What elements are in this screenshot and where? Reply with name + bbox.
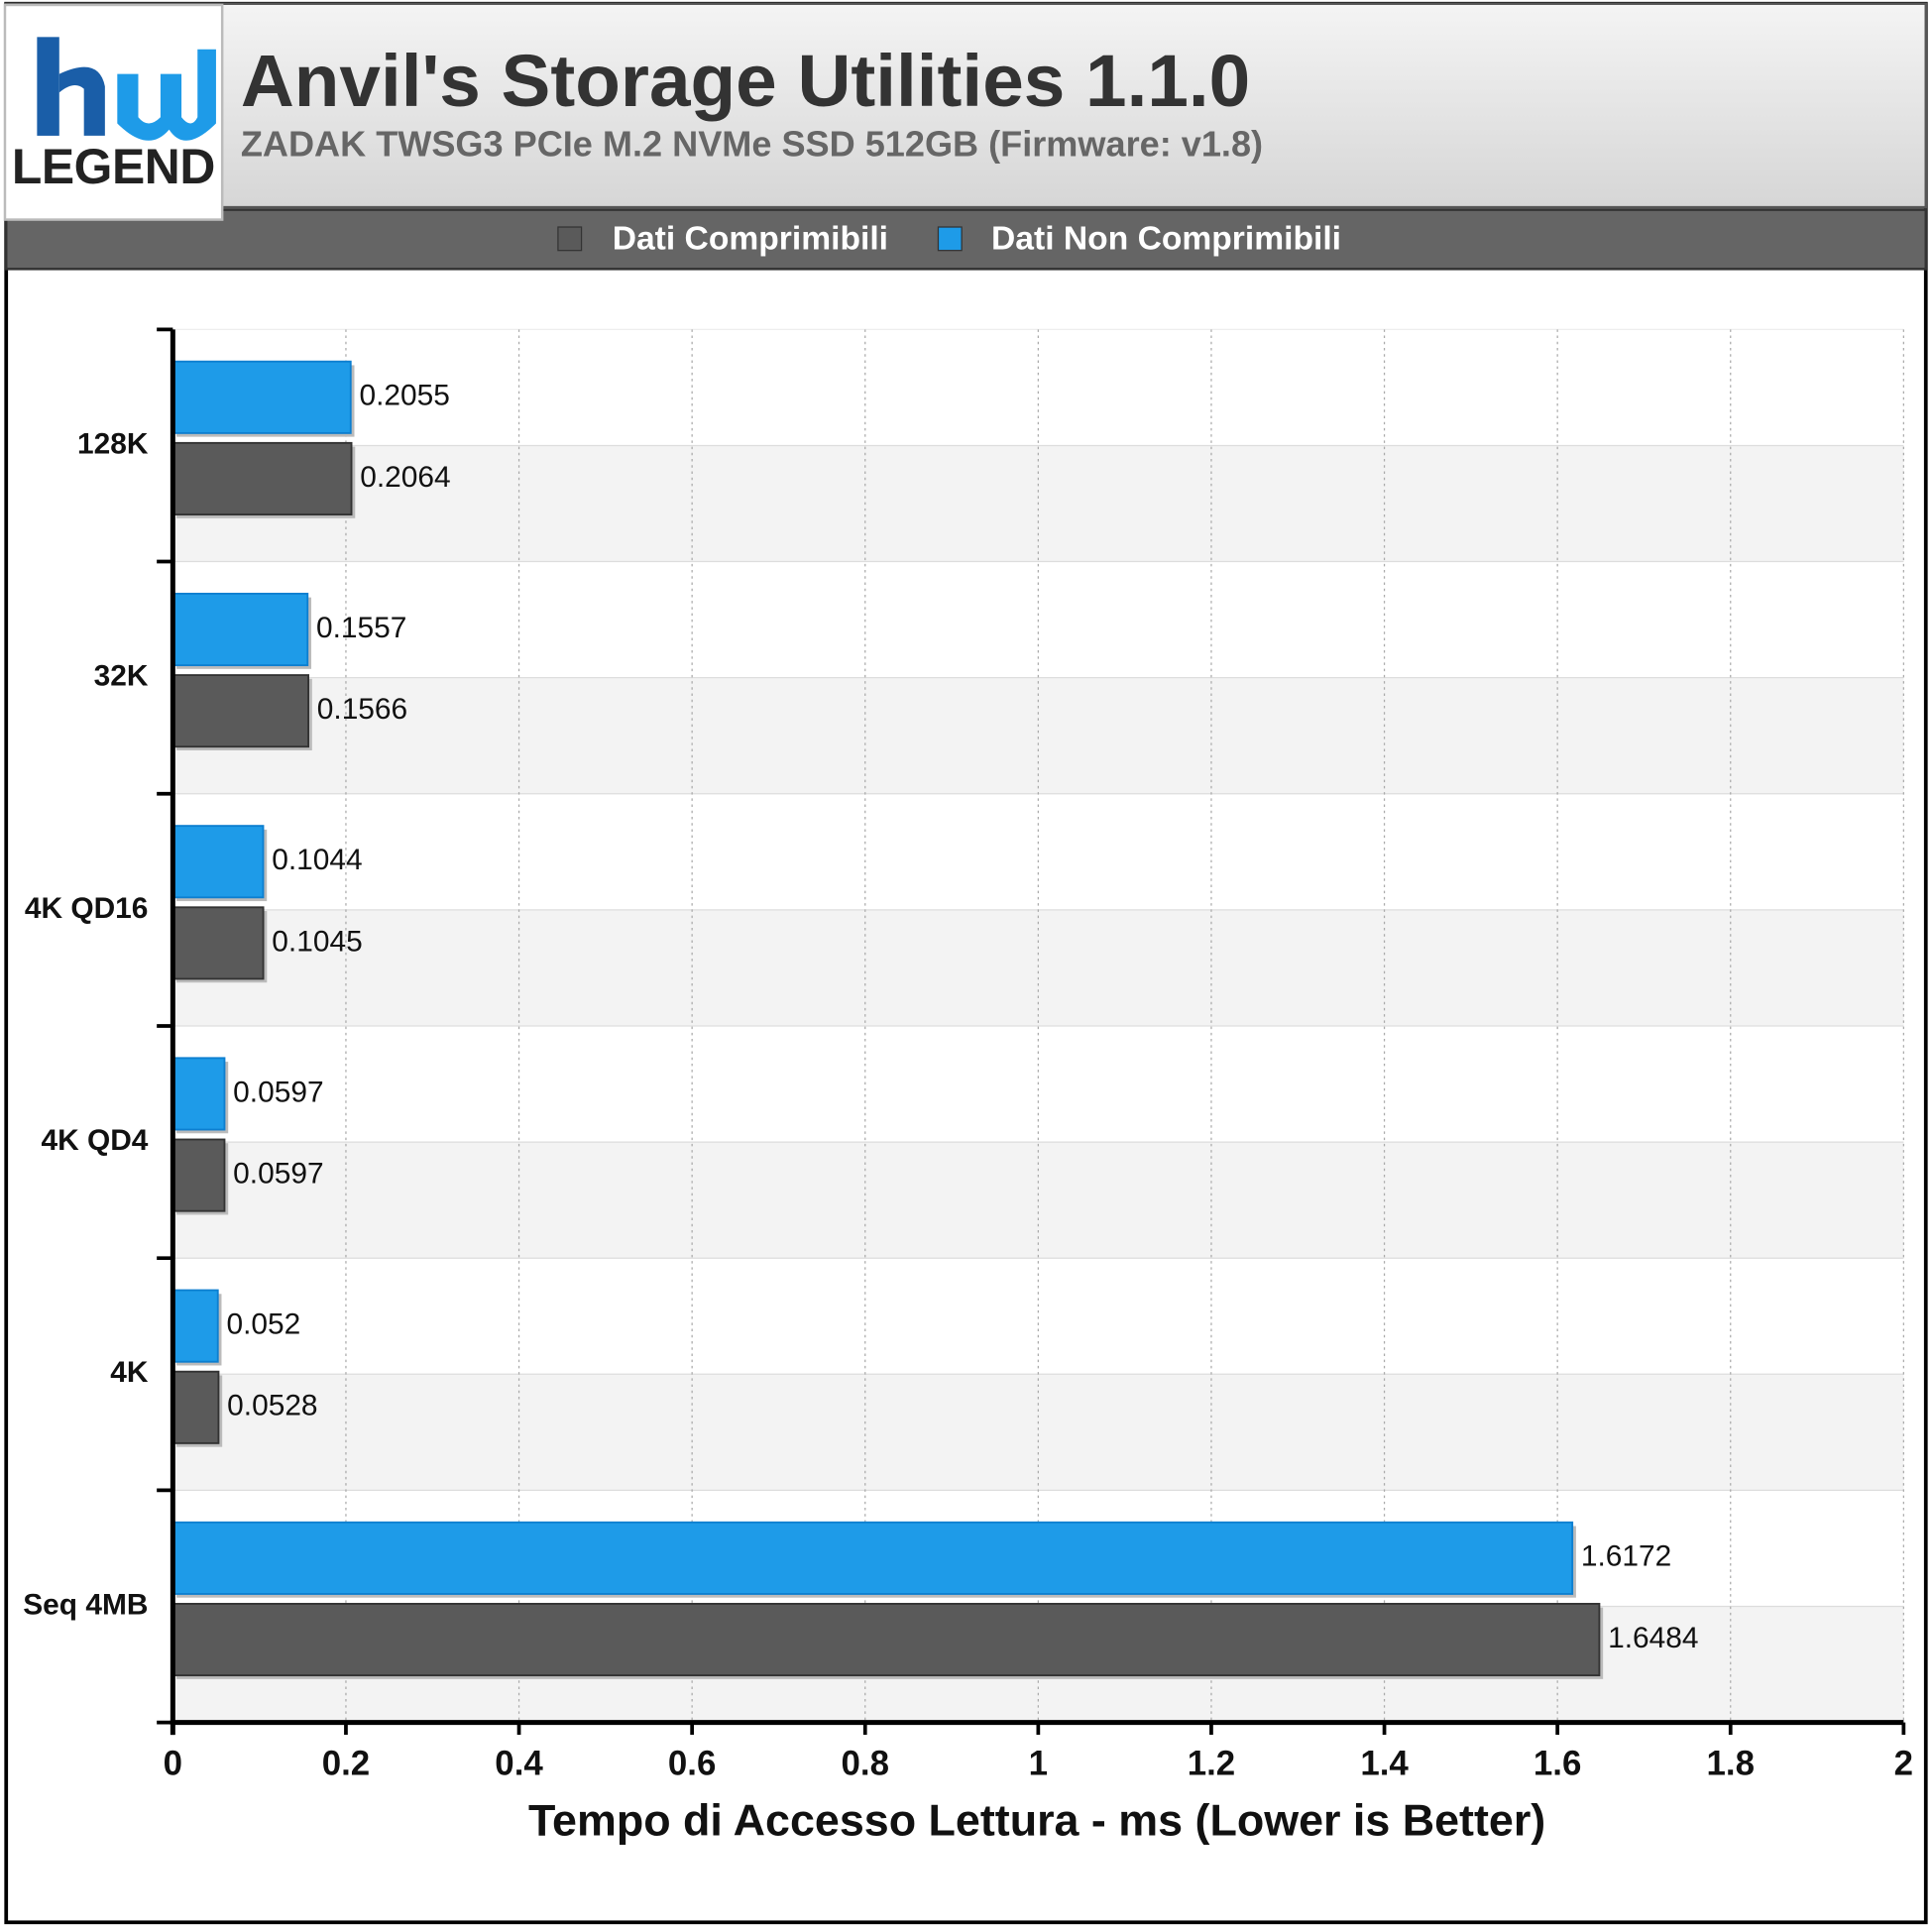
value-label: 0.0597 [233,1157,323,1190]
logo-text: LEGEND [12,139,215,194]
value-label: 0.2064 [360,461,450,494]
legend-marker [557,226,583,252]
bar [171,360,352,434]
header [4,2,1928,209]
value-label: 0.1045 [272,925,362,958]
y-tick-label: 4K QD4 [41,1124,148,1157]
x-tick-label: 1.4 [1360,1744,1409,1782]
logo: LEGEND [3,3,224,221]
bar [171,906,265,980]
y-tick-label: 32K [94,660,149,693]
x-tick-label: 1.8 [1707,1744,1755,1782]
legend-bar [4,208,1928,271]
bar [171,1602,1601,1677]
x-tick-label: 0.8 [842,1744,889,1782]
x-tick-label: 1 [1029,1744,1048,1782]
chart-title: Anvil's Storage Utilities 1.1.0 [241,39,1250,122]
x-tick-label: 0 [164,1744,182,1782]
x-tick-label: 1.2 [1188,1744,1235,1782]
bar [171,674,309,748]
bar [171,1138,226,1212]
logo-shape [58,66,105,136]
bar [171,1057,226,1131]
value-label: 0.1044 [272,844,362,876]
bar [171,1521,1574,1595]
value-label: 0.0528 [227,1390,317,1422]
y-tick-label: 128K [77,427,149,460]
bar [171,825,265,899]
bar [171,1370,220,1444]
bar [171,592,309,667]
logo-shape [117,49,216,141]
value-label: 0.1557 [316,612,406,644]
chart-subtitle: ZADAK TWSG3 PCIe M.2 NVMe SSD 512GB (Fir… [241,124,1263,165]
logo-shape [37,37,59,136]
x-tick-label: 0.6 [668,1744,716,1782]
value-label: 0.2055 [359,380,449,412]
legend-marker [937,226,963,252]
legend-label: Dati Comprimibili [613,221,888,258]
y-tick-label: 4K [110,1356,149,1389]
legend-label: Dati Non Comprimibili [991,221,1341,258]
value-label: 1.6172 [1581,1540,1671,1573]
y-tick-label: 4K QD16 [25,892,149,925]
x-tick-label: 0.4 [495,1744,543,1782]
x-tick-label: 0.2 [322,1744,370,1782]
x-axis-title: Tempo di Accesso Lettura - ms (Lower is … [528,1796,1545,1846]
x-tick-label: 1.6 [1534,1744,1581,1782]
bar [171,441,353,515]
y-tick-label: Seq 4MB [23,1588,148,1621]
value-label: 0.1566 [317,693,407,726]
bar [171,1289,219,1363]
value-label: 1.6484 [1608,1622,1698,1654]
value-label: 0.052 [226,1308,300,1341]
value-label: 0.0597 [233,1076,323,1108]
x-tick-label: 2 [1894,1744,1913,1782]
